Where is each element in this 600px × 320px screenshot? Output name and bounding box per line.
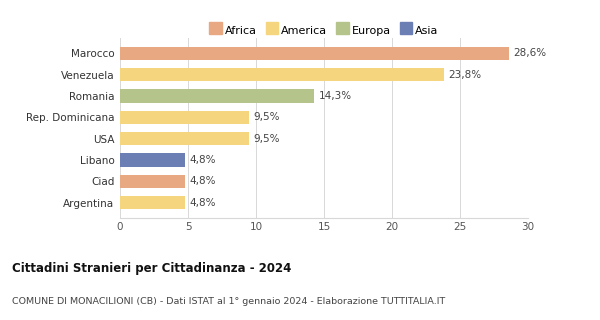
Text: 9,5%: 9,5% xyxy=(253,112,280,122)
Bar xyxy=(120,89,314,102)
Bar xyxy=(120,132,249,145)
Text: 14,3%: 14,3% xyxy=(319,91,352,101)
Bar xyxy=(120,154,185,167)
Text: Cittadini Stranieri per Cittadinanza - 2024: Cittadini Stranieri per Cittadinanza - 2… xyxy=(12,262,292,275)
Text: COMUNE DI MONACILIONI (CB) - Dati ISTAT al 1° gennaio 2024 - Elaborazione TUTTIT: COMUNE DI MONACILIONI (CB) - Dati ISTAT … xyxy=(12,297,445,306)
Text: 23,8%: 23,8% xyxy=(448,69,481,80)
Text: 4,8%: 4,8% xyxy=(190,198,216,208)
Text: 4,8%: 4,8% xyxy=(190,155,216,165)
Bar xyxy=(120,46,509,60)
Legend: Africa, America, Europa, Asia: Africa, America, Europa, Asia xyxy=(205,21,443,40)
Bar xyxy=(120,175,185,188)
Bar xyxy=(120,68,443,81)
Text: 28,6%: 28,6% xyxy=(513,48,546,58)
Text: 4,8%: 4,8% xyxy=(190,176,216,187)
Text: 9,5%: 9,5% xyxy=(253,134,280,144)
Bar xyxy=(120,196,185,210)
Bar xyxy=(120,111,249,124)
